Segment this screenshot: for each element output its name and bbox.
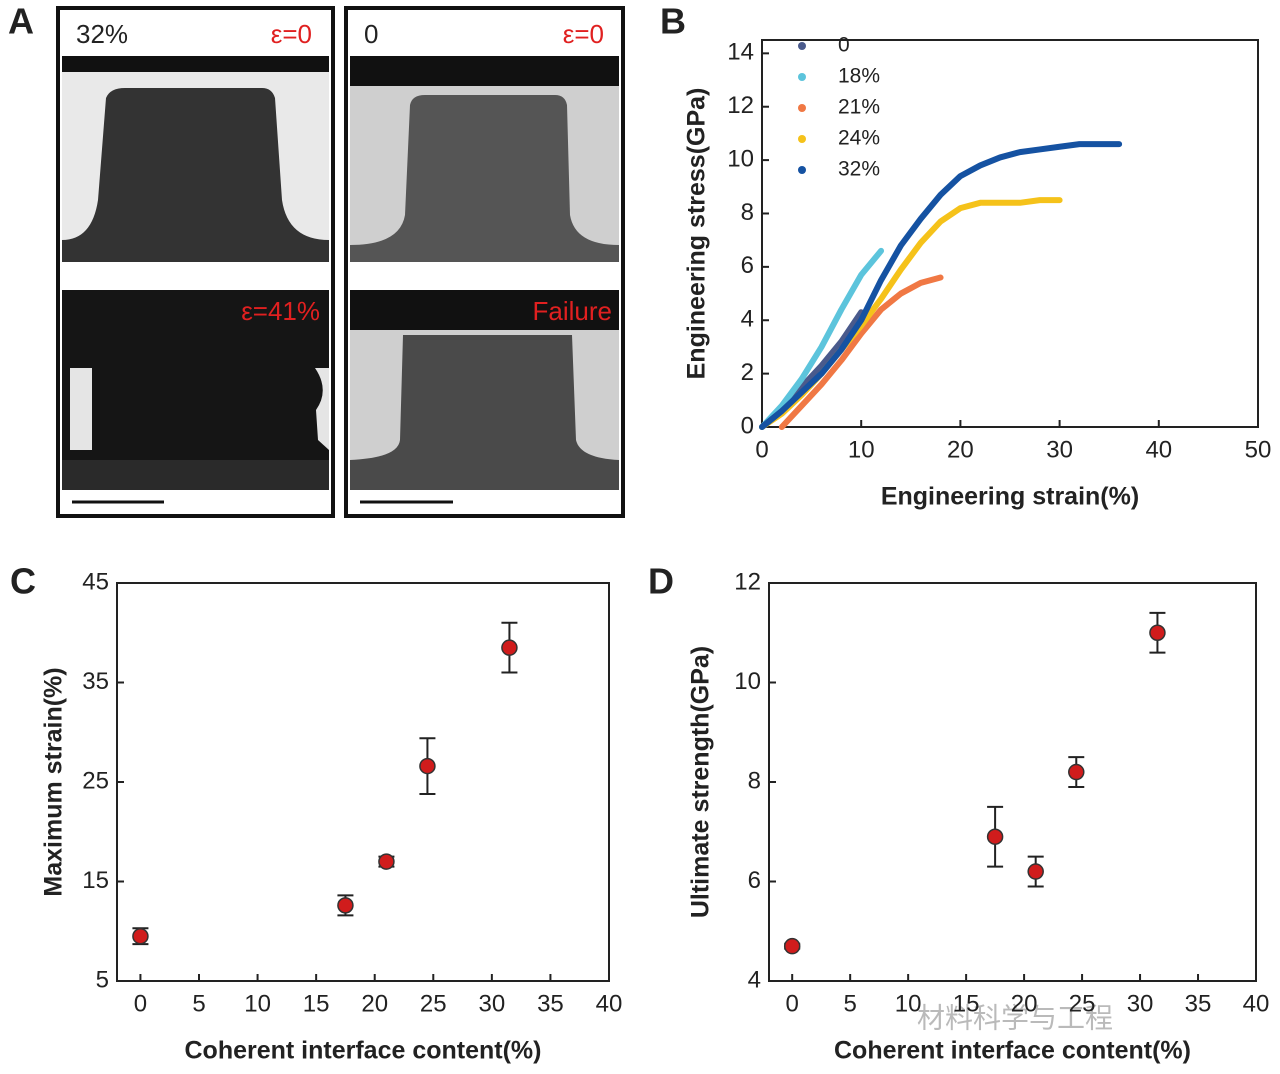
panel-label: A: [8, 1, 34, 42]
x-tick-label: 25: [420, 990, 447, 1017]
legend-marker: [798, 135, 806, 143]
data-point: [1027, 863, 1044, 880]
x-tick-label: 20: [361, 990, 388, 1017]
y-axis-label: Engineering stress(GPa): [683, 88, 711, 380]
y-tick-label: 12: [734, 568, 761, 595]
x-tick-label: 35: [1185, 990, 1212, 1017]
y-tick-label: 45: [82, 568, 109, 595]
legend-label: 24%: [838, 127, 880, 150]
x-tick-label: 0: [134, 990, 147, 1017]
y-tick-label: 8: [741, 199, 754, 226]
plot-frame: [768, 582, 1257, 982]
x-tick-label: 15: [303, 990, 330, 1017]
x-tick-label: 10: [895, 990, 922, 1017]
band: [350, 290, 619, 330]
y-tick-label: 25: [82, 767, 109, 794]
data-point: [1149, 624, 1166, 641]
x-axis-label: Coherent interface content(%): [185, 1037, 542, 1065]
background: [62, 368, 329, 450]
x-tick-label: 30: [479, 990, 506, 1017]
data-line: [759, 247, 885, 430]
panel-label: B: [660, 1, 686, 42]
y-tick-label: 35: [82, 668, 109, 695]
y-tick-label: 4: [741, 306, 754, 333]
watermark: 材料科学与工程: [917, 1002, 1113, 1033]
y-axis-label: Maximum strain(%): [40, 667, 68, 896]
y-tick-label: 15: [82, 867, 109, 894]
data-point: [132, 927, 149, 945]
data-point: [986, 828, 1004, 845]
legend-label: 21%: [838, 96, 880, 119]
y-tick-label: 12: [727, 92, 754, 119]
band: [350, 56, 619, 86]
x-tick-label: 30: [1127, 990, 1154, 1017]
legend-label: 32%: [838, 158, 880, 181]
data-point: [337, 897, 354, 914]
plot-frame: [761, 39, 1259, 428]
x-tick-label: 35: [537, 990, 564, 1017]
data-point: [378, 853, 395, 870]
legend-marker: [798, 104, 806, 112]
data-point: [419, 757, 436, 775]
legend-marker: [798, 73, 806, 81]
image-label: 32%: [76, 19, 128, 49]
band: [62, 56, 329, 72]
x-tick-label: 0: [786, 990, 799, 1017]
image-label: 0: [364, 19, 378, 49]
data-point: [501, 639, 518, 656]
pillar: [62, 88, 329, 262]
y-tick-label: 2: [741, 359, 754, 386]
data-point: [1068, 763, 1085, 781]
x-tick-label: 50: [1245, 436, 1272, 463]
legend-label: 0: [838, 34, 850, 57]
image-label: Failure: [533, 296, 612, 326]
x-tick-label: 30: [1046, 436, 1073, 463]
image-label: ε=0: [563, 19, 604, 49]
pillar: [350, 335, 619, 490]
y-axis-label: Ultimate strength(GPa): [687, 646, 715, 918]
y-tick-label: 14: [727, 39, 754, 66]
x-tick-label: 20: [947, 436, 974, 463]
x-tick-label: 15: [953, 990, 980, 1017]
data-line: [778, 274, 944, 430]
legend-marker: [798, 166, 806, 174]
data-line: [759, 141, 1123, 430]
x-axis-label: Engineering strain(%): [881, 483, 1139, 511]
x-tick-label: 10: [848, 436, 875, 463]
y-tick-label: 5: [96, 966, 109, 993]
y-tick-label: 0: [741, 412, 754, 439]
legend-label: 18%: [838, 65, 880, 88]
y-tick-label: 6: [748, 867, 761, 894]
y-tick-label: 4: [748, 966, 761, 993]
x-axis-label: Coherent interface content(%): [834, 1037, 1191, 1065]
x-tick-label: 0: [755, 436, 768, 463]
y-tick-label: 8: [748, 767, 761, 794]
data-point: [783, 937, 801, 955]
x-tick-label: 10: [244, 990, 271, 1017]
pillar: [350, 95, 619, 262]
x-tick-label: 40: [596, 990, 623, 1017]
x-tick-label: 5: [843, 990, 856, 1017]
y-tick-label: 10: [727, 145, 754, 172]
image-label: ε=41%: [241, 296, 320, 326]
x-tick-label: 40: [1145, 436, 1172, 463]
y-tick-label: 6: [741, 252, 754, 279]
legend-marker: [798, 42, 806, 50]
x-tick-label: 25: [1069, 990, 1096, 1017]
image-label: ε=0: [271, 19, 312, 49]
plot-frame: [116, 582, 610, 982]
image: [62, 290, 329, 490]
micrograph-panel: [56, 6, 625, 518]
x-tick-label: 20: [1011, 990, 1038, 1017]
panel-label: C: [10, 561, 36, 602]
x-tick-label: 5: [192, 990, 205, 1017]
base: [62, 460, 329, 490]
y-tick-label: 10: [734, 668, 761, 695]
panel-label: D: [648, 561, 674, 602]
x-tick-label: 40: [1243, 990, 1270, 1017]
